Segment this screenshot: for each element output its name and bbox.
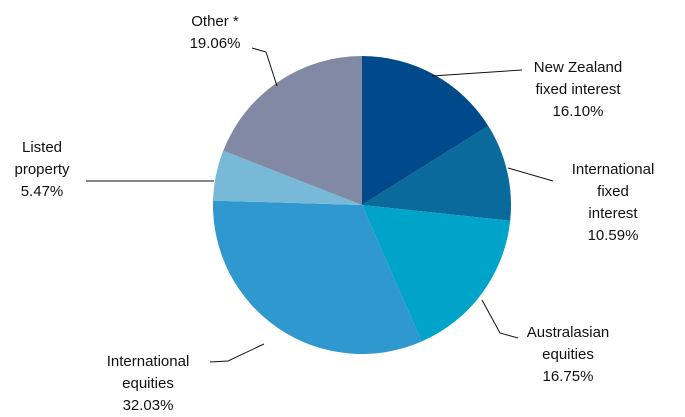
pie-slice: [362, 125, 512, 221]
value-label: 16.10%: [552, 103, 604, 120]
value-label: 19.06%: [189, 35, 241, 52]
leader-line: [507, 167, 554, 182]
leader-line: [481, 299, 519, 339]
value-label: 10.59%: [587, 227, 639, 244]
pie-slice: [213, 150, 362, 205]
category-label: International equities: [106, 353, 190, 392]
category-label: International fixed interest: [571, 161, 655, 222]
pie-slice: [362, 205, 511, 342]
pie-slice: [362, 56, 489, 205]
slice-label: International equities 32.03%: [107, 351, 190, 417]
value-label: 32.03%: [122, 397, 174, 414]
category-label: Listed property: [14, 139, 70, 178]
value-label: 16.75%: [542, 368, 594, 385]
slice-label: Other * 19.06%: [190, 11, 241, 55]
slice-label: International fixed interest 10.59%: [572, 159, 655, 247]
leader-line: [209, 343, 265, 363]
slice-label: Listed property 5.47%: [14, 137, 69, 203]
pie-slice: [213, 200, 422, 354]
value-label: 5.47%: [20, 183, 64, 200]
leader-line: [431, 69, 523, 77]
category-label: Other *: [191, 13, 239, 30]
leader-line: [251, 47, 278, 87]
slice-label: New Zealand fixed interest 16.10%: [534, 57, 622, 123]
category-label: New Zealand fixed interest: [533, 59, 623, 98]
pie-slice: [223, 56, 362, 205]
category-label: Australasian equities: [526, 324, 610, 363]
slice-label: Australasian equities 16.75%: [527, 322, 610, 388]
